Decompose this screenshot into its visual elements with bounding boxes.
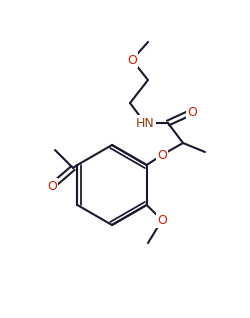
Text: O: O: [47, 179, 57, 192]
Text: O: O: [156, 149, 166, 162]
Text: O: O: [156, 213, 166, 226]
Text: HN: HN: [135, 116, 154, 129]
Text: O: O: [186, 106, 196, 119]
Text: O: O: [126, 53, 136, 66]
